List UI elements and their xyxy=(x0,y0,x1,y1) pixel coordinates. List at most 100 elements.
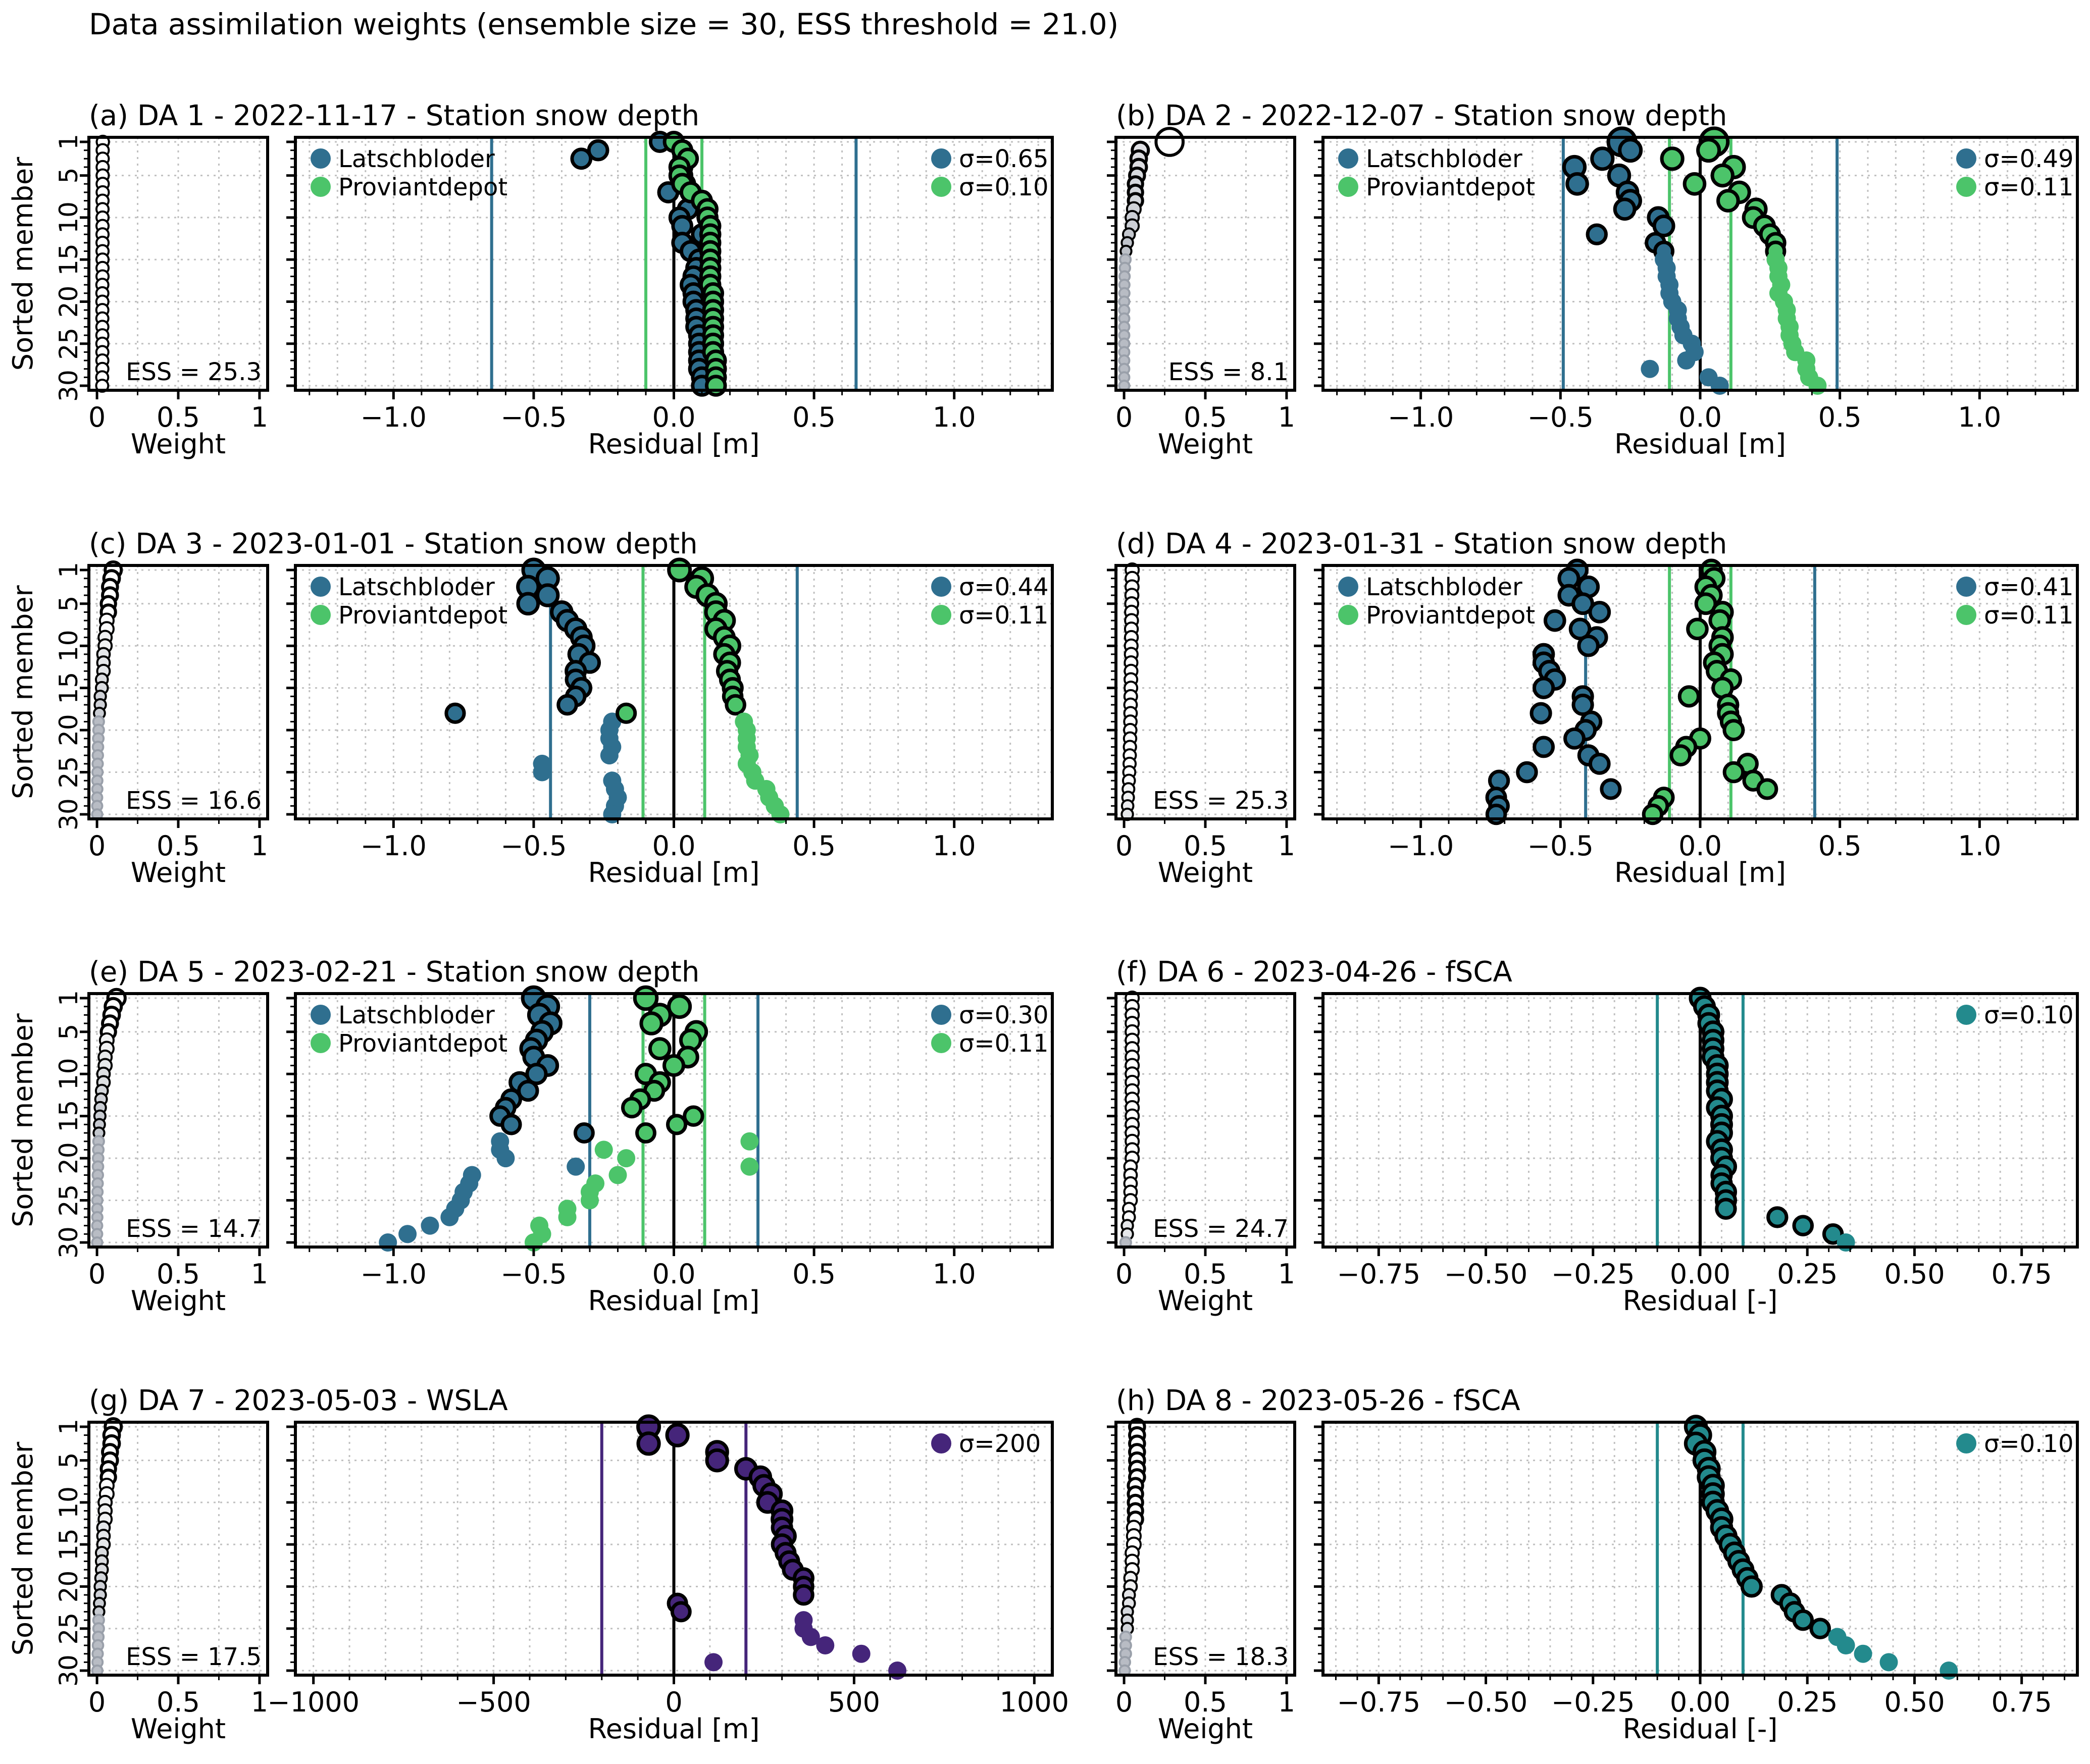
data-point xyxy=(608,1166,627,1184)
data-point xyxy=(1710,377,1729,395)
ess-label: ESS = 14.7 xyxy=(126,1215,262,1243)
weight-x-tick-label: 0 xyxy=(88,1258,106,1290)
weight-x-tick-label: 1 xyxy=(251,1258,268,1290)
panel-title: (h) DA 8 - 2023-05-26 - fSCA xyxy=(1116,1384,1520,1417)
data-point xyxy=(1837,1636,1855,1655)
sigma-legend-label: σ=0.11 xyxy=(959,601,1049,630)
sigma-legend-label: σ=200 xyxy=(959,1430,1041,1458)
legend-marker xyxy=(1338,605,1358,625)
data-point xyxy=(1641,359,1659,378)
x-tick-label: 0.0 xyxy=(652,1258,696,1290)
x-tick-label: −0.25 xyxy=(1551,1258,1635,1290)
data-point xyxy=(1710,163,1735,188)
y-tick-label: 5 xyxy=(54,168,83,184)
figure-suptitle: Data assimilation weights (ensemble size… xyxy=(89,7,1118,41)
data-point xyxy=(662,1054,685,1077)
sigma-legend-label: σ=0.10 xyxy=(1984,1001,2074,1029)
weight-x-tick-label: 0.5 xyxy=(1184,1258,1227,1290)
weight-x-tick-label: 1 xyxy=(1278,830,1295,862)
data-point xyxy=(1563,727,1586,750)
x-tick-label: −1.0 xyxy=(361,401,427,433)
data-point xyxy=(525,1063,548,1085)
legend-label: Latschbloder xyxy=(338,145,495,173)
y-tick-label: 10 xyxy=(54,630,83,662)
ess-label: ESS = 18.3 xyxy=(1153,1643,1289,1671)
data-point xyxy=(725,694,746,716)
data-point xyxy=(801,1628,820,1646)
x-tick-label: 0.5 xyxy=(792,401,836,433)
y-tick-label: 15 xyxy=(54,243,83,276)
data-point xyxy=(517,1079,539,1102)
x-axis-label: Residual [m] xyxy=(588,428,760,460)
data-point xyxy=(1686,617,1709,641)
y-tick-label: 5 xyxy=(54,1024,83,1040)
weight-x-axis-label: Weight xyxy=(131,1713,226,1745)
x-tick-label: −0.75 xyxy=(1337,1258,1420,1290)
weight-point xyxy=(1154,127,1185,157)
chart-panel-3: (c) DA 3 - 2023-01-01 - Station snow dep… xyxy=(7,528,1054,889)
sigma-legend-marker xyxy=(1956,577,1976,597)
data-point xyxy=(556,694,578,716)
x-tick-label: 0.25 xyxy=(1777,1258,1838,1290)
x-tick-label: −0.50 xyxy=(1444,1686,1527,1718)
y-tick-label: 1 xyxy=(54,990,83,1006)
data-point xyxy=(648,1037,672,1061)
legend-label: Proviantdepot xyxy=(1366,173,1535,201)
legend-marker xyxy=(311,577,331,597)
data-point xyxy=(1660,146,1685,171)
x-tick-label: −1.0 xyxy=(1388,401,1454,433)
data-point xyxy=(740,1132,759,1151)
legend-marker xyxy=(1338,148,1358,169)
panel-title: (e) DA 5 - 2023-02-21 - Station snow dep… xyxy=(89,956,699,989)
data-point xyxy=(617,1149,636,1168)
ess-label: ESS = 25.3 xyxy=(126,358,262,386)
data-point xyxy=(421,1216,439,1235)
x-tick-label: 0.5 xyxy=(1818,830,1862,862)
x-tick-label: 0.0 xyxy=(1678,830,1722,862)
legend-label: Latschbloder xyxy=(338,1001,495,1029)
x-tick-label: −0.5 xyxy=(500,830,567,862)
data-point xyxy=(1652,215,1675,238)
data-point xyxy=(1809,1618,1831,1640)
x-tick-label: 0.0 xyxy=(1678,401,1722,433)
y-tick-label: 30 xyxy=(54,1226,83,1259)
data-point xyxy=(665,1423,690,1447)
chart-panel-7: (g) DA 7 - 2023-05-03 - WSLA151015202530… xyxy=(7,1384,1069,1745)
legend-label: Proviantdepot xyxy=(1366,601,1535,630)
sigma-legend-label: σ=0.10 xyxy=(1984,1430,2074,1458)
weight-x-tick-label: 1 xyxy=(1278,1686,1295,1718)
data-point xyxy=(852,1644,871,1663)
y-tick-label: 15 xyxy=(54,672,83,704)
weight-x-axis-label: Weight xyxy=(1158,1285,1253,1317)
x-axis-label: Residual [-] xyxy=(1623,1285,1778,1317)
data-point xyxy=(1565,172,1589,196)
legend-marker xyxy=(311,1005,331,1025)
sigma-legend-marker xyxy=(1956,177,1976,197)
x-tick-label: −0.5 xyxy=(500,1258,567,1290)
sigma-legend-marker xyxy=(931,177,951,197)
x-tick-label: 1000 xyxy=(1000,1686,1069,1718)
data-point xyxy=(1532,677,1555,699)
data-point xyxy=(1677,351,1696,370)
x-tick-label: 0.00 xyxy=(1670,1258,1730,1290)
ess-label: ESS = 8.1 xyxy=(1168,358,1289,386)
x-axis-label: Residual [m] xyxy=(588,857,760,889)
legend-label: Latschbloder xyxy=(338,573,495,601)
sigma-legend-marker xyxy=(931,1033,951,1053)
x-tick-label: −1.0 xyxy=(1388,830,1454,862)
legend-label: Latschbloder xyxy=(1366,573,1522,601)
data-point xyxy=(1792,1215,1814,1236)
x-tick-label: 0.0 xyxy=(652,830,696,862)
x-axis-label: Residual [-] xyxy=(1623,1713,1778,1745)
data-point xyxy=(704,375,727,397)
data-point xyxy=(1590,146,1615,171)
legend-label: Proviantdepot xyxy=(338,601,507,630)
data-point xyxy=(1756,778,1778,800)
panel-title: (b) DA 2 - 2022-12-07 - Station snow dep… xyxy=(1116,99,1727,132)
data-point xyxy=(704,1653,723,1672)
x-tick-label: 1.0 xyxy=(933,830,976,862)
sigma-legend-label: σ=0.11 xyxy=(959,1029,1049,1058)
weight-x-axis-label: Weight xyxy=(131,857,226,889)
data-point xyxy=(1530,702,1552,724)
y-axis-label: Sorted member xyxy=(7,1441,39,1655)
